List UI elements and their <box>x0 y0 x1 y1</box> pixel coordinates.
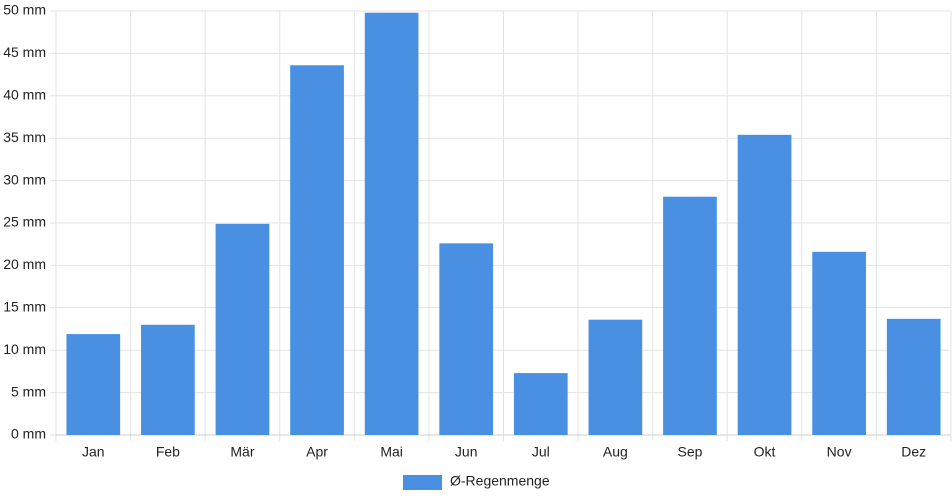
legend-label: Ø-Regenmenge <box>450 473 550 489</box>
x-tick-label: Mai <box>380 444 403 460</box>
bar <box>663 196 717 435</box>
bar <box>513 373 568 435</box>
y-tick-label: 10 mm <box>3 341 46 357</box>
bar <box>886 318 941 435</box>
bar <box>141 324 195 435</box>
x-tick-label: Dez <box>901 444 926 460</box>
bar <box>737 134 792 436</box>
y-tick-label: 20 mm <box>3 256 46 272</box>
bar <box>364 12 419 435</box>
y-tick-label: 15 mm <box>3 299 46 315</box>
y-tick-label: 45 mm <box>3 44 46 60</box>
legend-swatch <box>403 475 442 490</box>
y-tick-label: 35 mm <box>3 129 46 145</box>
y-tick-label: 40 mm <box>3 87 46 103</box>
y-tick-label: 0 mm <box>11 426 46 442</box>
bar <box>66 334 121 435</box>
y-tick-label: 50 mm <box>3 2 46 18</box>
bar <box>215 223 270 435</box>
x-tick-label: Sep <box>677 444 702 460</box>
bar <box>439 243 494 435</box>
bar <box>588 319 643 435</box>
bar <box>290 65 344 435</box>
x-tick-label: Apr <box>306 444 328 460</box>
x-tick-label: Jul <box>532 444 550 460</box>
y-tick-label: 5 mm <box>11 383 46 399</box>
x-tick-label: Nov <box>827 444 852 460</box>
x-tick-label: Mär <box>230 444 254 460</box>
x-tick-label: Jun <box>455 444 478 460</box>
y-tick-label: 25 mm <box>3 214 46 230</box>
x-tick-label: Aug <box>603 444 628 460</box>
x-tick-label: Feb <box>156 444 180 460</box>
y-tick-label: 30 mm <box>3 171 46 187</box>
x-tick-label: Okt <box>754 444 776 460</box>
x-tick-label: Jan <box>82 444 105 460</box>
bar <box>812 251 866 435</box>
